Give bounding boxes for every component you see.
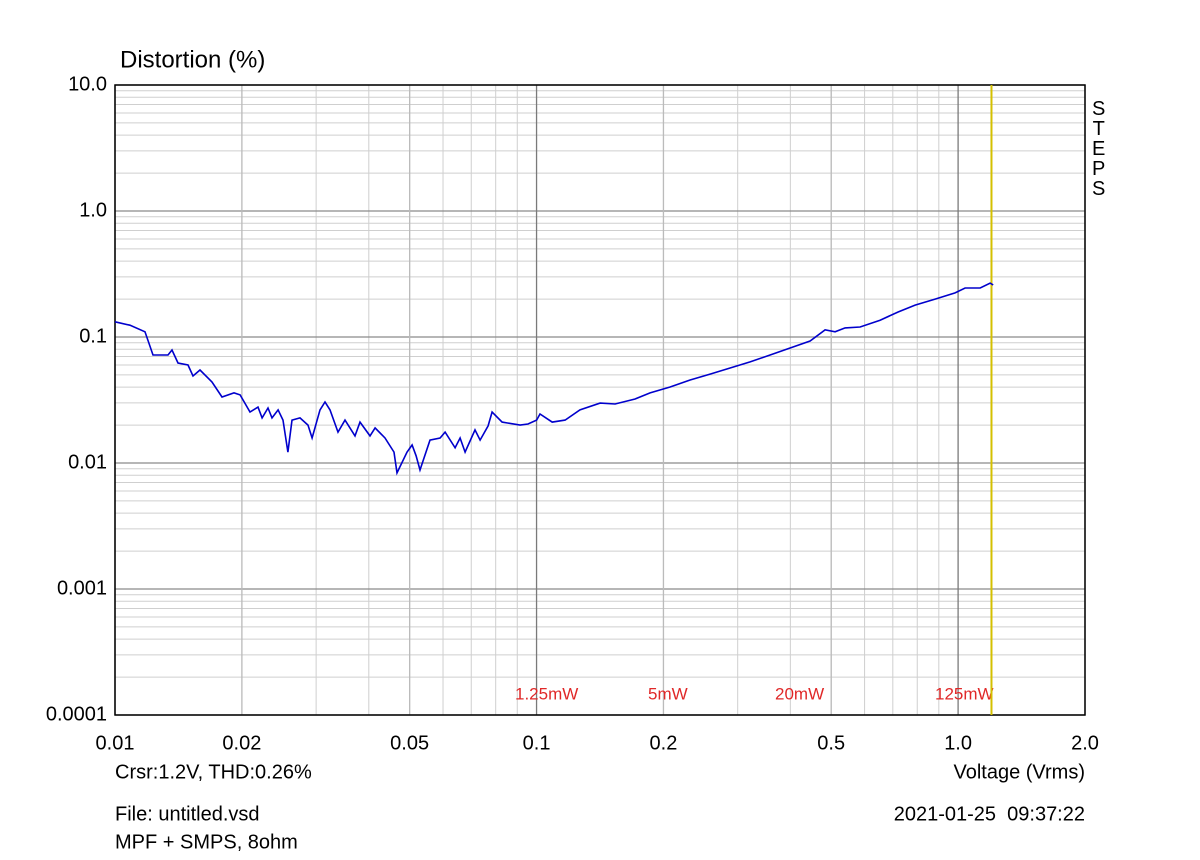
chart-title: Distortion (%) — [120, 46, 265, 73]
x-tick-label: 0.1 — [523, 732, 551, 754]
description: MPF + SMPS, 8ohm — [115, 831, 298, 853]
power-annotation: 1.25mW — [515, 684, 578, 703]
x-tick-label: 1.0 — [944, 732, 972, 754]
data-line — [114, 282, 994, 476]
timestamp: 2021-01-25 09:37:22 — [894, 803, 1085, 825]
x-tick-label: 0.05 — [390, 732, 429, 754]
x-tick-label: 0.02 — [222, 732, 261, 754]
y-tick-label: 0.001 — [57, 577, 107, 599]
x-tick-label: 2.0 — [1071, 732, 1099, 754]
y-tick-label: 1.0 — [79, 199, 107, 221]
x-tick-label: 0.2 — [650, 732, 678, 754]
power-annotation: 20mW — [775, 684, 824, 703]
file-name: File: untitled.vsd — [115, 803, 260, 825]
x-tick-label: 0.5 — [817, 732, 845, 754]
power-annotation: 5mW — [648, 684, 688, 703]
x-tick-label: 0.01 — [96, 732, 135, 754]
x-axis-label: Voltage (Vrms) — [953, 761, 1085, 783]
power-annotation: 125mW — [935, 684, 994, 703]
y-tick-label: 0.01 — [68, 451, 107, 473]
y-tick-label: 10.0 — [68, 73, 107, 95]
y-tick-label: 0.1 — [79, 325, 107, 347]
side-label: STEPS — [1088, 98, 1110, 198]
y-tick-label: 0.0001 — [46, 703, 107, 725]
plot-frame — [114, 84, 1086, 716]
cursor-readout: Crsr:1.2V, THD:0.26% — [115, 761, 312, 783]
